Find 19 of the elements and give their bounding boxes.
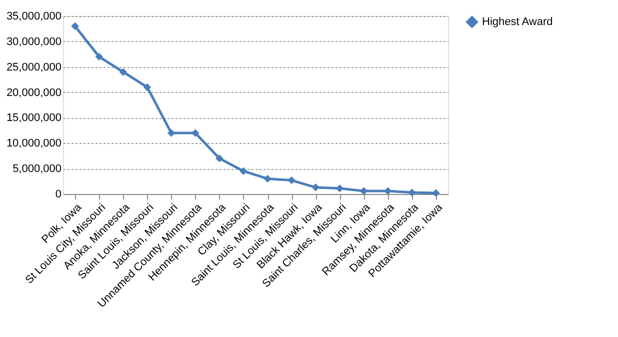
point <box>143 83 152 92</box>
y-tick-label: 15,000,000 <box>6 112 62 124</box>
y-tick-label: 10,000,000 <box>6 138 62 150</box>
y-tick-label: 5,000,000 <box>12 163 62 176</box>
y-tick-label: 20,000,000 <box>6 86 62 99</box>
y-tick-label: 25,000,000 <box>6 61 62 74</box>
point <box>240 167 248 175</box>
y-tick-label: 35,000,000 <box>6 10 62 22</box>
legend-label: Highest Award <box>482 16 553 28</box>
y-tick-label: 0 <box>55 188 62 200</box>
point <box>432 189 440 197</box>
point <box>119 68 128 76</box>
point <box>408 188 416 196</box>
point <box>95 52 103 61</box>
point <box>71 22 79 30</box>
y-tick-label: 30,000,000 <box>6 36 62 48</box>
point <box>288 176 296 184</box>
point <box>216 154 224 162</box>
point <box>264 174 272 183</box>
